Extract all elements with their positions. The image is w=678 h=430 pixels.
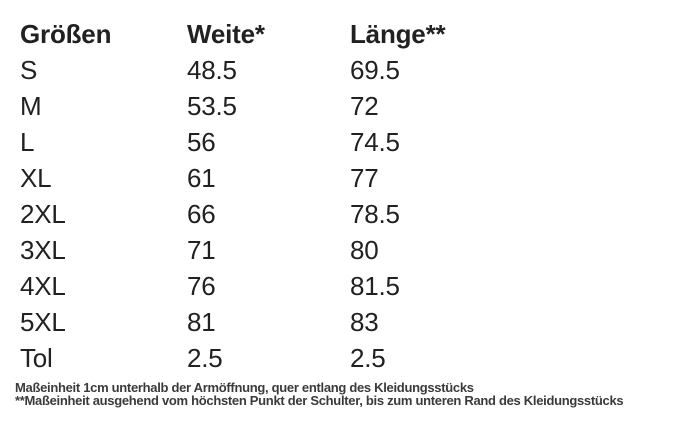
table-row: Tol 2.5 2.5	[0, 340, 678, 376]
column-header-width: Weite*	[187, 19, 265, 49]
size-label: 4XL	[20, 271, 66, 301]
width-value: 61	[187, 163, 216, 193]
length-value: 81.5	[350, 271, 400, 301]
length-value: 74.5	[350, 127, 400, 157]
table-row: M 53.5 72	[0, 88, 678, 124]
column-header-length: Länge**	[350, 19, 446, 49]
table-row: S 48.5 69.5	[0, 52, 678, 88]
footnote-length-measure: **Maßeinheit ausgehend vom höchsten Punk…	[15, 393, 624, 408]
table-row: 5XL 81 83	[0, 304, 678, 340]
size-table: Größen Weite* Länge** S 48.5 69.5 M 53.5…	[0, 16, 678, 376]
length-value: 78.5	[350, 199, 400, 229]
size-label: M	[20, 91, 42, 121]
width-value: 2.5	[187, 343, 223, 373]
footnotes: Maßeinheit 1cm unterhalb der Armöffnung,…	[15, 380, 624, 408]
table-row: 2XL 66 78.5	[0, 196, 678, 232]
width-value: 76	[187, 271, 216, 301]
footnote-width-measure: Maßeinheit 1cm unterhalb der Armöffnung,…	[15, 380, 474, 395]
width-value: 66	[187, 199, 216, 229]
width-value: 48.5	[187, 55, 237, 85]
size-label: S	[20, 55, 38, 85]
table-row: 4XL 76 81.5	[0, 268, 678, 304]
size-label: L	[20, 127, 35, 157]
size-label: XL	[20, 163, 52, 193]
size-label: Tol	[20, 343, 53, 373]
table-row: 3XL 71 80	[0, 232, 678, 268]
table-header-row: Größen Weite* Länge**	[0, 16, 678, 52]
length-value: 72	[350, 91, 379, 121]
length-value: 80	[350, 235, 379, 265]
length-value: 69.5	[350, 55, 400, 85]
column-header-sizes: Größen	[20, 19, 112, 49]
table-row: XL 61 77	[0, 160, 678, 196]
width-value: 53.5	[187, 91, 237, 121]
width-value: 81	[187, 307, 216, 337]
length-value: 83	[350, 307, 379, 337]
length-value: 2.5	[350, 343, 386, 373]
size-label: 2XL	[20, 199, 66, 229]
table-row: L 56 74.5	[0, 124, 678, 160]
size-label: 5XL	[20, 307, 66, 337]
width-value: 56	[187, 127, 216, 157]
size-label: 3XL	[20, 235, 66, 265]
width-value: 71	[187, 235, 216, 265]
length-value: 77	[350, 163, 379, 193]
